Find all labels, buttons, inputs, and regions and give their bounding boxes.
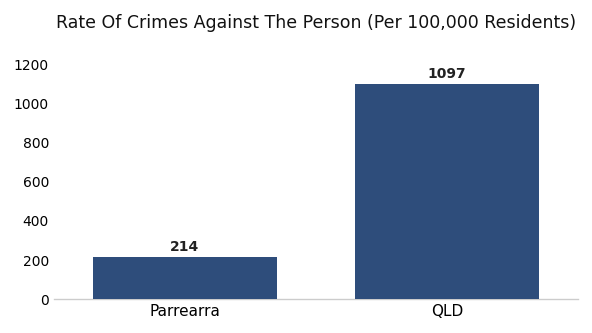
Bar [355,84,539,299]
Text: 1097: 1097 [428,67,466,81]
Text: 214: 214 [170,240,200,254]
Title: Rate Of Crimes Against The Person (Per 100,000 Residents): Rate Of Crimes Against The Person (Per 1… [56,14,576,32]
Bar [93,257,276,299]
